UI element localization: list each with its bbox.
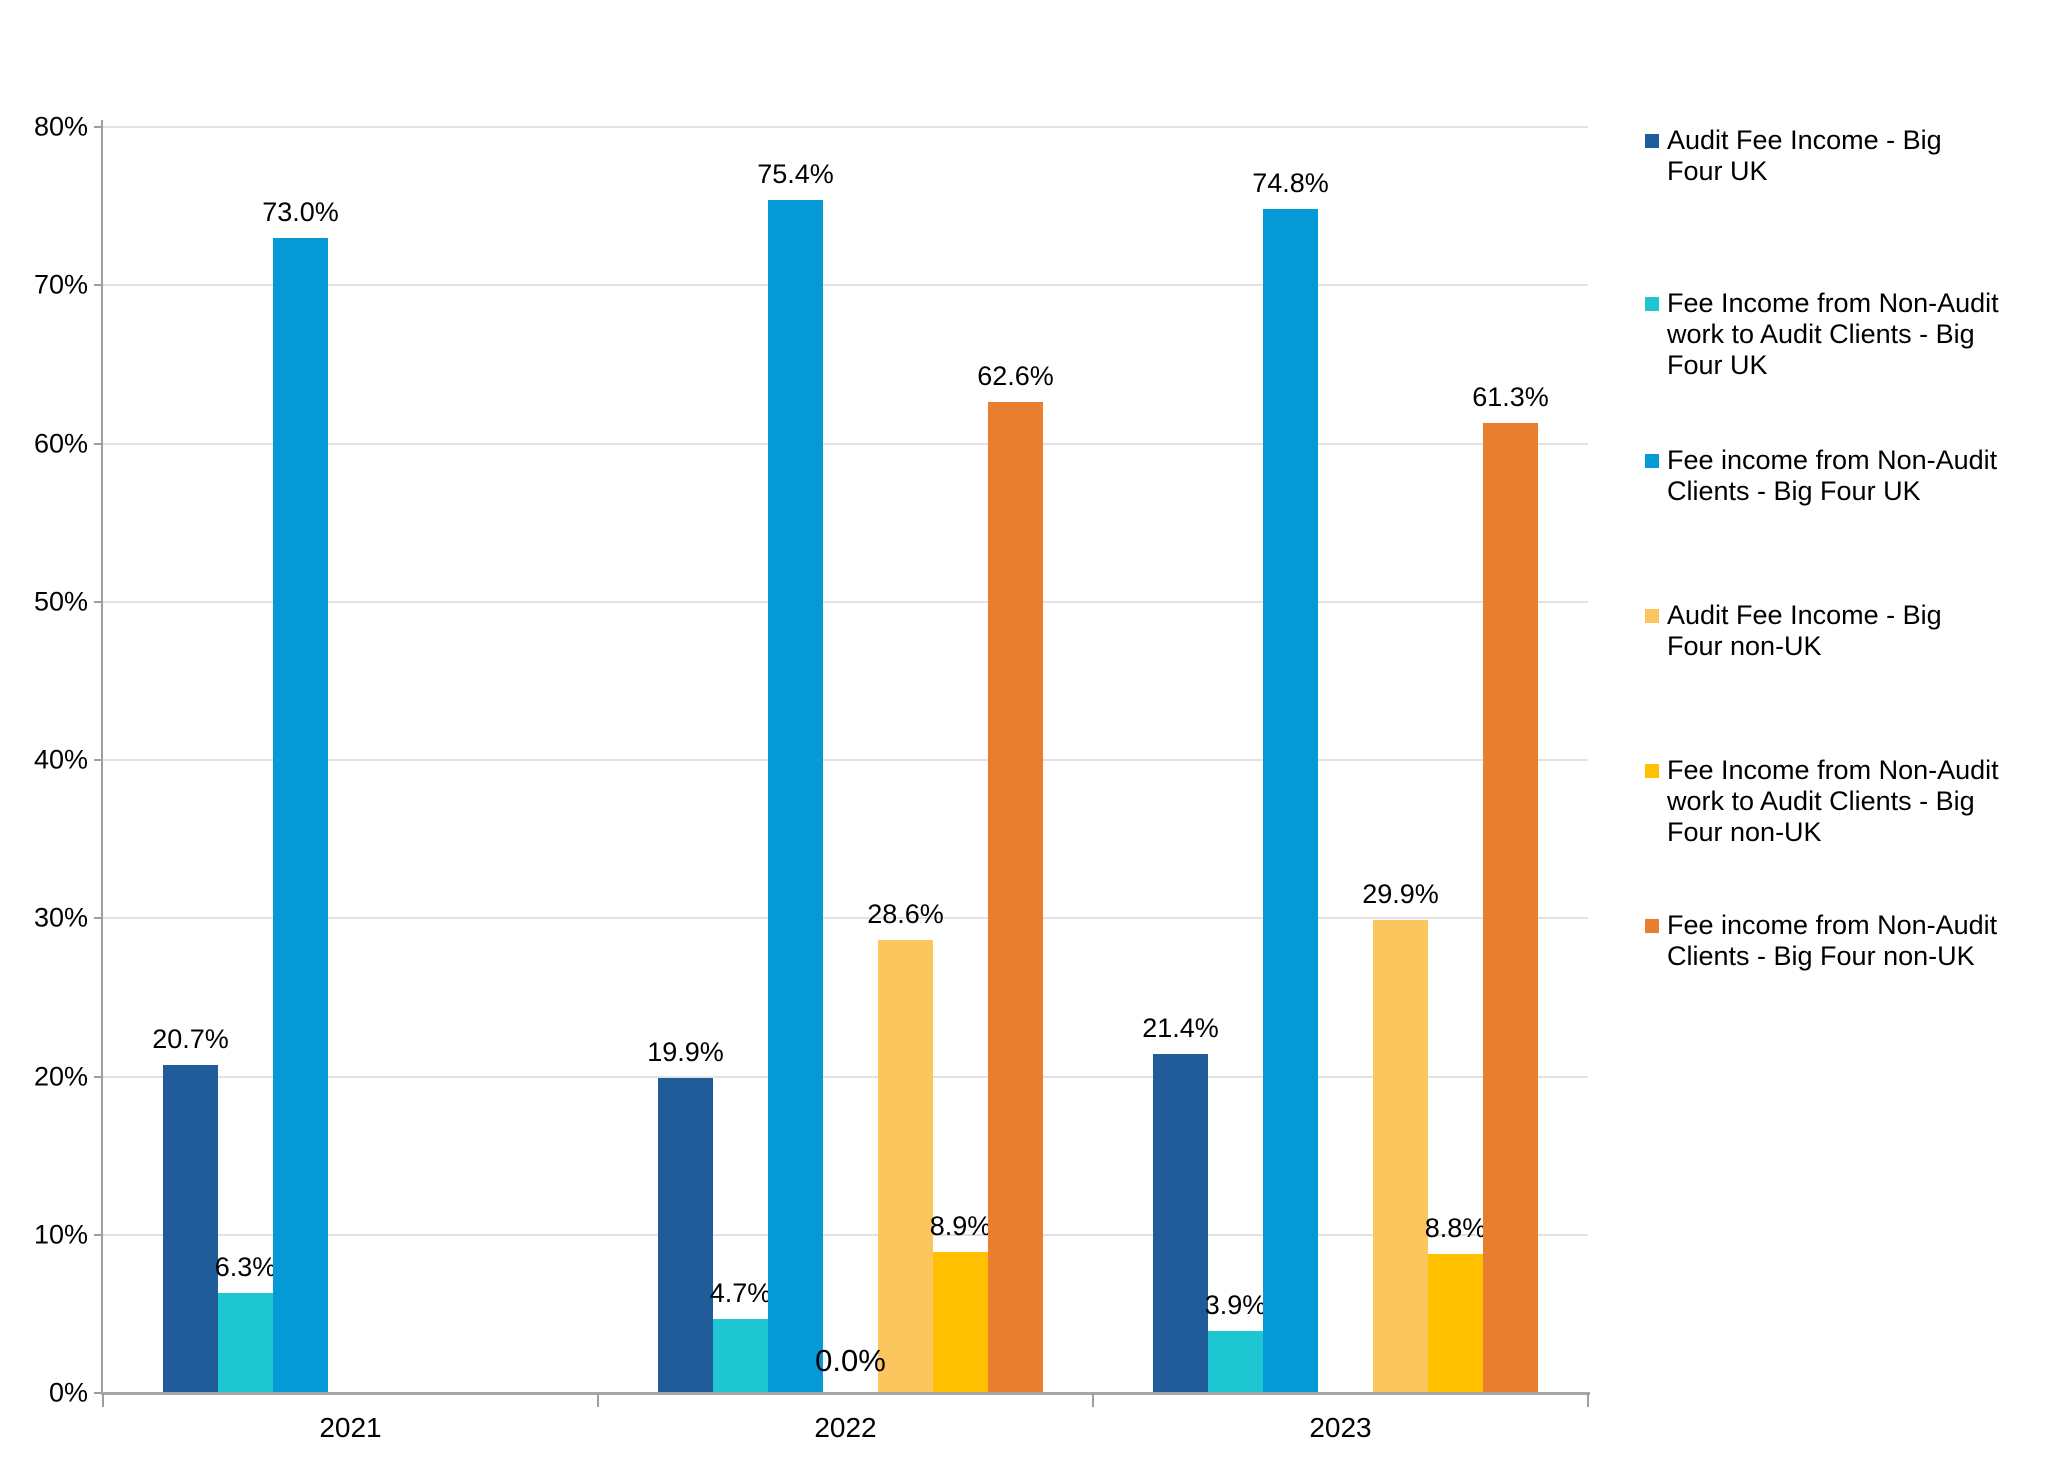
gridline-20 [103,1075,1588,1078]
legend-swatch-series1 [1645,134,1659,148]
legend-label-series6: Fee income from Non-Audit Clients - Big … [1667,910,1998,971]
bar-label-2021-series3: 73.0% [262,196,339,227]
gridline-80 [103,126,1588,128]
y-axis-tick-80 [94,126,103,128]
x-axis-label-2023: 2023 [1309,1412,1372,1443]
legend-swatch-series4 [1645,609,1659,623]
legend-label-series1: Audit Fee Income - Big Four UK [1667,125,1942,186]
bar-label-2022-series4: 28.6% [867,899,944,930]
bar-2021-series1 [163,1065,218,1393]
y-axis-label-60: 60% [33,428,88,458]
gridline-40 [103,759,1588,761]
legend-swatch-series5 [1645,764,1659,778]
x-axis-tick-0 [102,1393,104,1407]
legend-label-series2: Fee Income from Non-Audit work to Audit … [1667,288,1999,380]
y-axis-tick-50 [94,600,103,603]
y-axis-tick-10 [94,1233,103,1236]
legend-item-series2: Fee Income from Non-Audit work to Audit … [1645,288,2055,381]
y-axis-line [101,120,103,1395]
gridline-50 [103,600,1588,603]
bar-2023-series6 [1483,422,1538,1393]
bar-label-2022-series5: 8.9% [929,1211,992,1242]
zero-value-label: 0.0% [815,1343,886,1378]
bar-2023-series3 [1263,209,1318,1393]
bar-label-2022-series3: 75.4% [757,158,834,189]
legend-item-series6: Fee income from Non-Audit Clients - Big … [1645,910,2055,972]
x-axis-tick-1 [597,1393,599,1407]
y-axis-tick-20 [94,1075,103,1078]
y-axis-tick-30 [94,917,103,920]
bar-2022-series3 [768,199,823,1393]
x-axis-tick-3 [1587,1393,1589,1407]
legend-label-series4: Audit Fee Income - Big Four non-UK [1667,600,1942,661]
bar-2023-series2 [1208,1331,1263,1393]
bar-2022-series2 [713,1318,768,1393]
y-axis-label-30: 30% [33,902,88,933]
legend-item-series5: Fee Income from Non-Audit work to Audit … [1645,755,2055,848]
bar-label-2023-series5: 8.8% [1424,1212,1487,1243]
bar-label-2023-series6: 61.3% [1472,381,1549,412]
bar-label-2021-series1: 20.7% [152,1024,229,1055]
legend-label-series5: Fee Income from Non-Audit work to Audit … [1667,755,1999,847]
legend-item-series3: Fee income from Non-Audit Clients - Big … [1645,445,2055,507]
bar-2023-series4 [1373,919,1428,1393]
x-axis-label-2021: 2021 [319,1412,382,1443]
x-axis-line [101,1392,1590,1395]
gridline-60 [103,442,1588,445]
legend-item-series4: Audit Fee Income - Big Four non-UK [1645,600,2055,662]
x-axis-tick-2 [1092,1393,1094,1407]
bar-2021-series2 [218,1293,273,1393]
bar-label-2023-series1: 21.4% [1142,1013,1219,1044]
y-axis-label-40: 40% [33,744,88,775]
y-axis-tick-40 [94,759,103,761]
bar-label-2022-series6: 62.6% [977,361,1054,392]
bar-label-2023-series4: 29.9% [1362,878,1439,909]
y-axis-tick-60 [94,442,103,445]
legend-swatch-series3 [1645,454,1659,468]
y-axis-label-20: 20% [33,1061,88,1091]
y-axis-tick-70 [94,284,103,287]
y-axis-label-50: 50% [33,586,88,617]
bar-2022-series6 [988,402,1043,1393]
legend-swatch-series2 [1645,297,1659,311]
bar-label-2022-series1: 19.9% [647,1037,724,1068]
y-axis-label-10: 10% [33,1219,88,1250]
y-axis-label-70: 70% [33,269,88,300]
bar-label-2021-series2: 6.3% [214,1252,277,1283]
legend-item-series1: Audit Fee Income - Big Four UK [1645,125,2055,187]
bar-label-2023-series3: 74.8% [1252,168,1329,199]
bar-2021-series3 [273,237,328,1393]
legend-label-series3: Fee income from Non-Audit Clients - Big … [1667,445,1998,506]
gridline-10 [103,1233,1588,1236]
y-axis-label-80: 80% [33,111,88,142]
bar-2022-series1 [658,1078,713,1393]
gridline-70 [103,284,1588,287]
bar-2023-series5 [1428,1253,1483,1393]
bar-label-2023-series2: 3.9% [1204,1290,1267,1321]
legend-swatch-series6 [1645,919,1659,933]
y-axis-label-0: 0% [48,1377,88,1408]
bar-2022-series4 [878,940,933,1393]
y-axis-tick-0 [94,1392,103,1394]
bar-2023-series1 [1153,1054,1208,1393]
bar-2022-series5 [933,1252,988,1393]
bar-label-2022-series2: 4.7% [709,1277,772,1308]
x-axis-label-2022: 2022 [814,1412,877,1443]
gridline-30 [103,917,1588,920]
